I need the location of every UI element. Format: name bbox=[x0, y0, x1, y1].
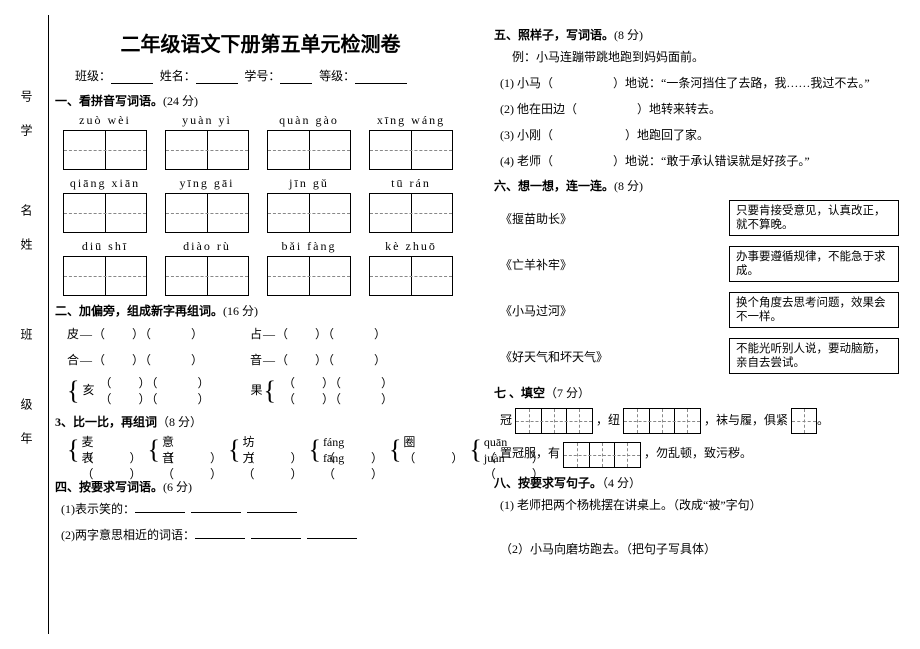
left-column: 二年级语文下册第五单元检测卷 班级： 姓名： 学号： 等级： 一、看拼音写词语。… bbox=[55, 20, 466, 565]
match-row: 《揠苗助长》只要肯接受意见，认真改正，就不算晚。 bbox=[500, 200, 899, 236]
q3-block: {麦（ ）表（ ） {意（ ）音（ ） {坊（ ）方（ ） {fáng（ ）fā… bbox=[67, 434, 466, 466]
q5-example: 例：小马连蹦带跳地跑到妈妈面前。 bbox=[512, 47, 905, 67]
q5-3: (3) 小刚（ ）地跑回了家。 bbox=[500, 125, 905, 145]
q7-line2: 置冠服，有 ，勿乱顿，致污秽。 bbox=[500, 440, 905, 467]
page-title: 二年级语文下册第五单元检测卷 bbox=[55, 28, 466, 57]
q5-2: (2) 他在田边（ ）地转来转去。 bbox=[500, 99, 905, 119]
binding-labels: 号 学 名 姓 班 级 年 bbox=[18, 90, 40, 502]
section-1-heading: 一、看拼音写词语。(24 分) bbox=[55, 92, 466, 109]
section-7-heading: 七 、填空（7 分） bbox=[494, 384, 905, 401]
side-xuehao: 号 bbox=[18, 90, 35, 110]
section-5-heading: 五、照样子，写词语。(8 分) bbox=[494, 26, 905, 43]
section-2-heading: 二、加偏旁，组成新字再组词。(16 分) bbox=[55, 302, 466, 319]
q7-line1: 冠 ，纽 ，袜与履，俱紧 。 bbox=[500, 407, 905, 434]
q2-line3: {亥 （ ）（ ）（ ）（ ） 果{ （ ）（ ）（ ）（ ） bbox=[67, 375, 466, 407]
right-column: 五、照样子，写词语。(8 分) 例：小马连蹦带跳地跑到妈妈面前。 (1) 小马（… bbox=[494, 20, 905, 565]
section-6-heading: 六、想一想，连一连。(8 分) bbox=[494, 177, 905, 194]
char-box bbox=[63, 130, 147, 170]
q4-1: (1)表示笑的： bbox=[61, 499, 466, 519]
q5-4: (4) 老师（ ）地说：“敢于承认错误就是好孩子。” bbox=[500, 151, 905, 171]
section-8-heading: 八、按要求写句子。（4 分） bbox=[494, 474, 905, 491]
section-3-heading: 3、比一比，再组词（8 分） bbox=[55, 413, 466, 430]
q5-1: (1) 小马（ ）地说：“一条河挡住了去路，我……我过不去。” bbox=[500, 73, 905, 93]
q8-1: (1) 老师把两个杨桃摆在讲桌上。（改成“被”字句） bbox=[500, 495, 905, 515]
q8-2: （2）小马向磨坊跑去。（把句子写具体） bbox=[500, 539, 905, 559]
q4-2: (2)两字意思相近的词语： bbox=[61, 525, 466, 545]
q2-line1: 皮—（ ）（ ） 占—（ ）（ ） bbox=[67, 323, 466, 345]
margin-rule bbox=[48, 15, 49, 634]
q2-line2: 合—（ ）（ ） 音—（ ）（ ） bbox=[67, 349, 466, 371]
pinyin-block: zuò wèiyuàn yìquàn gàoxīng wáng qiāng xi… bbox=[55, 113, 466, 296]
student-info: 班级： 姓名： 学号： 等级： bbox=[75, 67, 466, 84]
